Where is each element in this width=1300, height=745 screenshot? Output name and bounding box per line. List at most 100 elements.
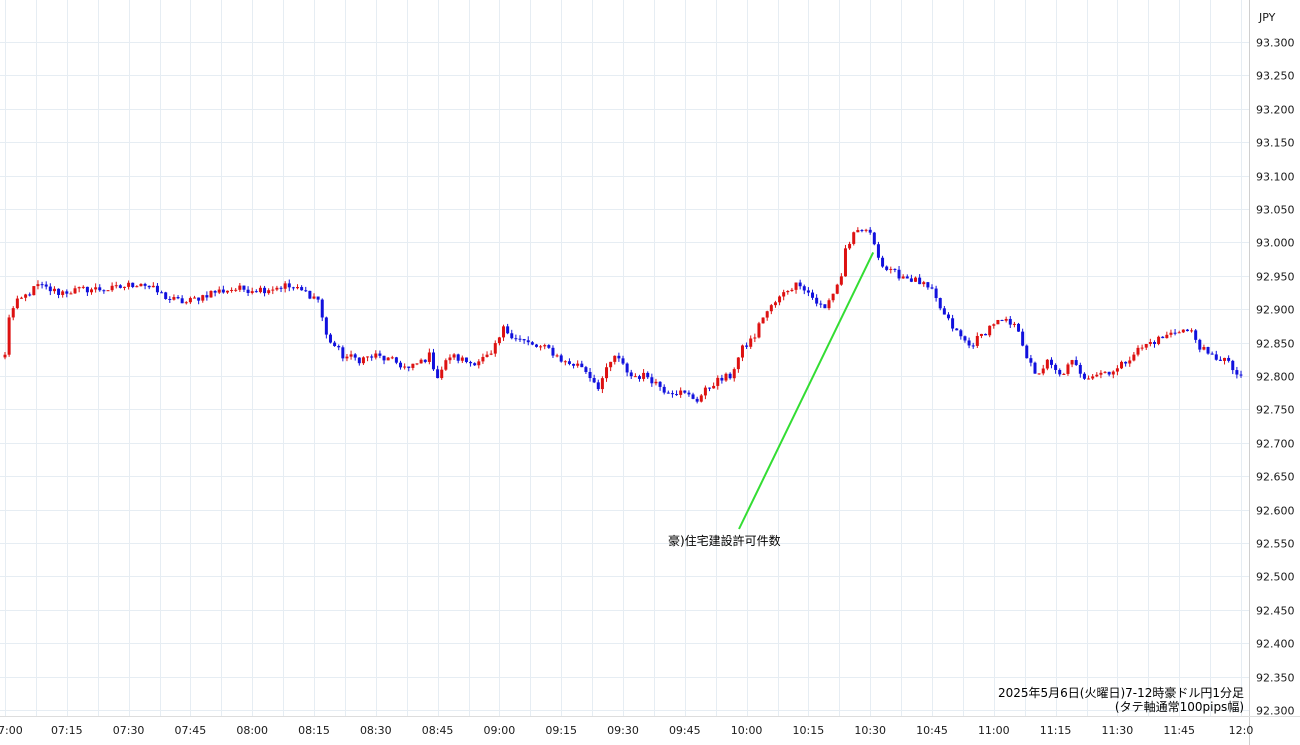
candle-body	[44, 284, 48, 287]
candle-body	[419, 359, 423, 364]
candle-body	[642, 372, 646, 379]
candle-body	[1185, 329, 1189, 332]
candle-body	[1000, 319, 1004, 321]
candle-body	[143, 283, 147, 286]
y-tick-label: 93.300	[1256, 37, 1295, 50]
candle-body	[337, 346, 341, 348]
candle-body	[831, 293, 835, 301]
candle-body	[403, 366, 407, 368]
candle-body	[1066, 364, 1070, 374]
candle-body	[11, 308, 15, 318]
candle-body	[444, 360, 448, 370]
candle-body	[238, 285, 242, 290]
candle-body	[242, 285, 246, 290]
candle-body	[1012, 323, 1016, 325]
candle-body	[258, 287, 262, 293]
candle-body	[675, 394, 679, 396]
candle-body	[24, 294, 28, 298]
y-tick-label: 92.550	[1256, 538, 1295, 551]
x-tick-label: 07:30	[113, 724, 145, 737]
candle-body	[151, 285, 155, 288]
candle-body	[942, 308, 946, 315]
candle-body	[15, 298, 19, 309]
x-tick-label: 11:30	[1102, 724, 1134, 737]
candle-body	[213, 290, 217, 293]
candle-body	[971, 345, 975, 347]
candle-body	[514, 338, 518, 340]
candle-body	[221, 289, 225, 293]
candle-body	[897, 269, 901, 279]
candle-body	[708, 387, 712, 389]
y-tick-label: 93.250	[1256, 70, 1295, 83]
x-tick-label: 07:15	[51, 724, 83, 737]
candle-body	[852, 232, 856, 244]
candle-body	[736, 357, 740, 370]
candle-body	[876, 244, 880, 258]
candle-body	[617, 355, 621, 359]
candle-body	[658, 381, 662, 387]
candle-body	[1029, 358, 1033, 363]
candle-body	[563, 361, 567, 363]
y-tick-label: 92.450	[1256, 605, 1295, 618]
candle-body	[65, 291, 69, 294]
candle-body	[848, 243, 852, 249]
candle-body	[918, 277, 922, 285]
candle-body	[7, 317, 11, 355]
candle-body	[1008, 318, 1012, 325]
candle-body	[802, 286, 806, 291]
candle-body	[695, 398, 699, 402]
candle-body	[300, 287, 304, 291]
candle-body	[1095, 374, 1099, 377]
candle-body	[806, 290, 810, 293]
candle-body	[436, 369, 440, 379]
candle-body	[234, 289, 238, 291]
candle-body	[600, 378, 604, 390]
candle-body	[1169, 332, 1173, 335]
candle-body	[287, 283, 291, 288]
candle-body	[909, 278, 913, 282]
candle-body	[127, 282, 131, 287]
y-tick-label: 92.300	[1256, 705, 1295, 718]
y-tick-label: 93.150	[1256, 137, 1295, 150]
x-tick-label: 10:15	[793, 724, 825, 737]
x-tick-label: 09:15	[545, 724, 577, 737]
y-tick-label: 92.500	[1256, 571, 1295, 584]
candle-body	[197, 297, 201, 301]
y-tick-label: 92.400	[1256, 638, 1295, 651]
candle-body	[374, 353, 378, 358]
candle-body	[1041, 368, 1045, 374]
candle-body	[662, 386, 666, 393]
candle-body	[279, 287, 283, 289]
candle-body	[893, 268, 897, 270]
candle-body	[551, 347, 555, 356]
candles	[3, 227, 1243, 404]
candle-body	[1239, 374, 1243, 376]
candle-body	[749, 338, 753, 347]
candle-body	[666, 392, 670, 394]
candle-body	[1173, 332, 1177, 334]
candle-body	[440, 369, 444, 379]
candle-body	[1157, 336, 1161, 345]
candle-body	[955, 328, 959, 331]
candle-body	[522, 339, 526, 341]
candle-body	[1058, 369, 1062, 375]
candle-body	[914, 277, 918, 282]
candle-body	[456, 354, 460, 361]
candle-body	[1082, 373, 1086, 379]
candle-body	[712, 385, 716, 389]
candle-body	[856, 230, 860, 233]
candle-body	[205, 295, 209, 298]
candle-body	[1136, 347, 1140, 355]
candle-body	[786, 290, 790, 293]
candle-body	[48, 286, 52, 292]
candle-body	[724, 373, 728, 381]
candle-body	[69, 293, 73, 295]
annotation-label: 豪)住宅建設許可件数	[668, 533, 781, 548]
candle-body	[996, 319, 1000, 325]
candle-body	[889, 268, 893, 270]
x-tick-label: 11:45	[1163, 724, 1195, 737]
candle-body	[164, 292, 168, 299]
candle-body	[1194, 330, 1198, 340]
candle-body	[901, 276, 905, 279]
candle-body	[1206, 347, 1210, 354]
